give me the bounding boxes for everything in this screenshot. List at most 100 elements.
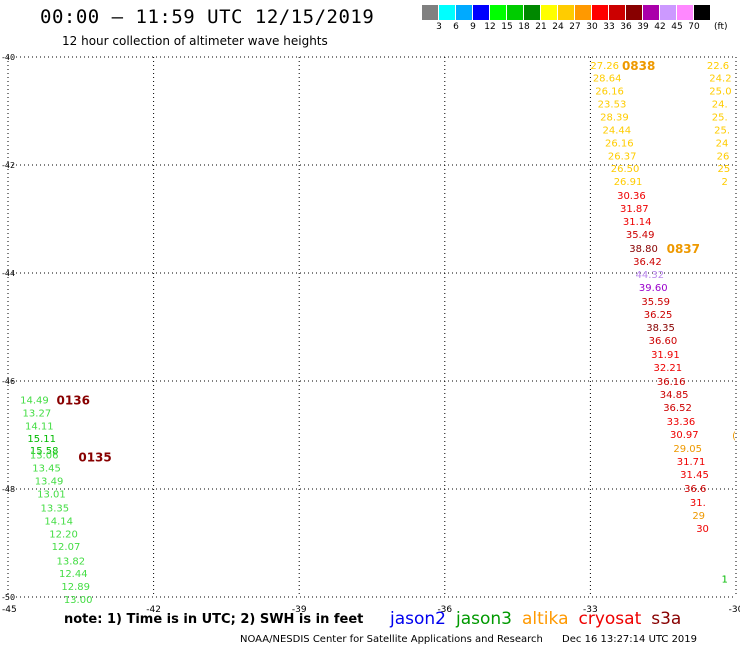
wave-height-value: 25. (714, 125, 730, 136)
pass-time-label: 0135 (78, 451, 111, 465)
wave-height-value: 28.64 (593, 74, 622, 85)
wave-height-value: 29.05 (673, 444, 702, 455)
wave-height-value: 13.35 (41, 503, 70, 514)
wave-height-value: 14.49 (20, 395, 49, 406)
legend-swatch (643, 5, 660, 20)
legend-label: 12 (484, 22, 496, 32)
pass-time-label: 0837 (667, 242, 700, 256)
legend-swatch (439, 5, 456, 20)
wave-height-value: 2 (721, 177, 727, 188)
satellite-name: jason2 (390, 609, 446, 629)
wave-height-value: 32.21 (653, 363, 682, 374)
legend-swatch (473, 5, 490, 20)
wave-height-value: 26.16 (605, 138, 634, 149)
legend-label: 24 (552, 22, 564, 32)
legend-swatch (592, 5, 609, 20)
legend-label: 21 (535, 22, 547, 32)
lat-tick-label: -40 (2, 53, 15, 62)
wave-height-value: 13.27 (23, 408, 52, 419)
satellite-legend: jason2 jason3 altika cryosat s3a (390, 609, 691, 629)
wave-height-value: 24.44 (603, 125, 632, 136)
wave-height-value: 31.87 (620, 204, 649, 215)
legend-swatch (422, 5, 439, 20)
wave-height-value: 13.06 (30, 450, 59, 461)
wave-height-value: 12.44 (59, 569, 88, 580)
wave-height-value: 36.6 (684, 484, 706, 495)
wave-height-value: 29 (692, 511, 705, 522)
pass-time-label: 0136 (57, 393, 90, 407)
satellite-name: jason3 (456, 609, 512, 629)
legend-swatch (677, 5, 694, 20)
wave-height-value: 23.53 (598, 99, 627, 110)
wave-height-value: 14.11 (25, 421, 54, 432)
legend-swatch (609, 5, 626, 20)
wave-height-value: 36.42 (633, 257, 662, 268)
wave-height-value: 12.20 (49, 529, 78, 540)
satellite-name: s3a (651, 609, 682, 629)
wave-height-value: 1 (721, 575, 727, 586)
legend-swatch (507, 5, 524, 20)
wave-height-value: 35.49 (626, 230, 655, 241)
legend-label: 27 (569, 22, 581, 32)
legend-label: 36 (620, 22, 632, 32)
legend-label: 33 (603, 22, 615, 32)
legend-label: 45 (671, 22, 683, 32)
legend-swatch (456, 5, 473, 20)
legend-label: 15 (501, 22, 513, 32)
wave-height-value: 13.45 (32, 463, 61, 474)
wave-height-value: 14.14 (44, 516, 73, 527)
wave-height-value: 44.32 (636, 270, 665, 281)
wave-height-value: 15.11 (27, 434, 56, 445)
wave-height-value: 39.60 (639, 283, 668, 294)
wave-height-value: 31.71 (677, 457, 706, 468)
legend-label: 70 (688, 22, 700, 32)
lon-tick-label: -45 (2, 605, 17, 615)
wave-height-value: 36.16 (657, 377, 686, 388)
legend-label: 18 (518, 22, 530, 32)
wave-height-value: 13.49 (35, 476, 64, 487)
wave-height-value: 36.60 (649, 336, 678, 347)
wave-height-value: 36.52 (663, 403, 692, 414)
footer: NOAA/NESDIS Center for Satellite Applica… (240, 634, 697, 645)
lon-tick-label: -33 (583, 605, 598, 615)
wave-height-value: 13.01 (37, 489, 66, 500)
legend-swatch (575, 5, 592, 20)
wave-height-value: 12.89 (61, 582, 90, 593)
wave-height-value: 22.6 (707, 61, 729, 72)
wave-height-value: 34.85 (660, 390, 689, 401)
legend-label: 39 (637, 22, 649, 32)
legend-swatch (694, 5, 711, 20)
wave-height-value: 38.80 (629, 244, 658, 255)
wave-height-value: 31.45 (680, 470, 709, 481)
note-text: note: 1) Time is in UTC; 2) SWH is in fe… (64, 612, 364, 627)
legend-swatch (660, 5, 677, 20)
wave-height-value: 25 (718, 164, 731, 175)
wave-height-value: 28.39 (600, 112, 629, 123)
lat-tick-label: -42 (2, 161, 15, 170)
satellite-name: altika (522, 609, 569, 629)
legend-unit: (ft) (714, 22, 728, 32)
lat-tick-label: -44 (2, 269, 15, 278)
wave-height-value: 31.14 (623, 217, 652, 228)
lon-tick-label: -30 (729, 605, 740, 615)
map-subtitle: 12 hour collection of altimeter wave hei… (62, 34, 328, 48)
legend-swatch (541, 5, 558, 20)
legend-label: 42 (654, 22, 666, 32)
map-title: 00:00 – 11:59 UTC 12/15/2019 (40, 6, 375, 28)
legend-swatch (558, 5, 575, 20)
legend-label: 30 (586, 22, 598, 32)
wave-height-value: 13.00 (64, 595, 93, 606)
lon-tick-label: -39 (292, 605, 307, 615)
wave-height-value: 27.26 (590, 61, 619, 72)
lat-tick-label: -50 (2, 593, 15, 602)
satellite-name: cryosat (578, 609, 642, 629)
wave-height-value: 25.0 (709, 86, 731, 97)
wave-height-value: 12.07 (52, 542, 81, 553)
wave-height-value: 33.36 (667, 417, 696, 428)
wave-height-value: 24.2 (709, 74, 731, 85)
wave-height-value: 38.35 (646, 323, 675, 334)
lat-tick-label: -48 (2, 485, 15, 494)
lon-tick-label: -36 (437, 605, 452, 615)
